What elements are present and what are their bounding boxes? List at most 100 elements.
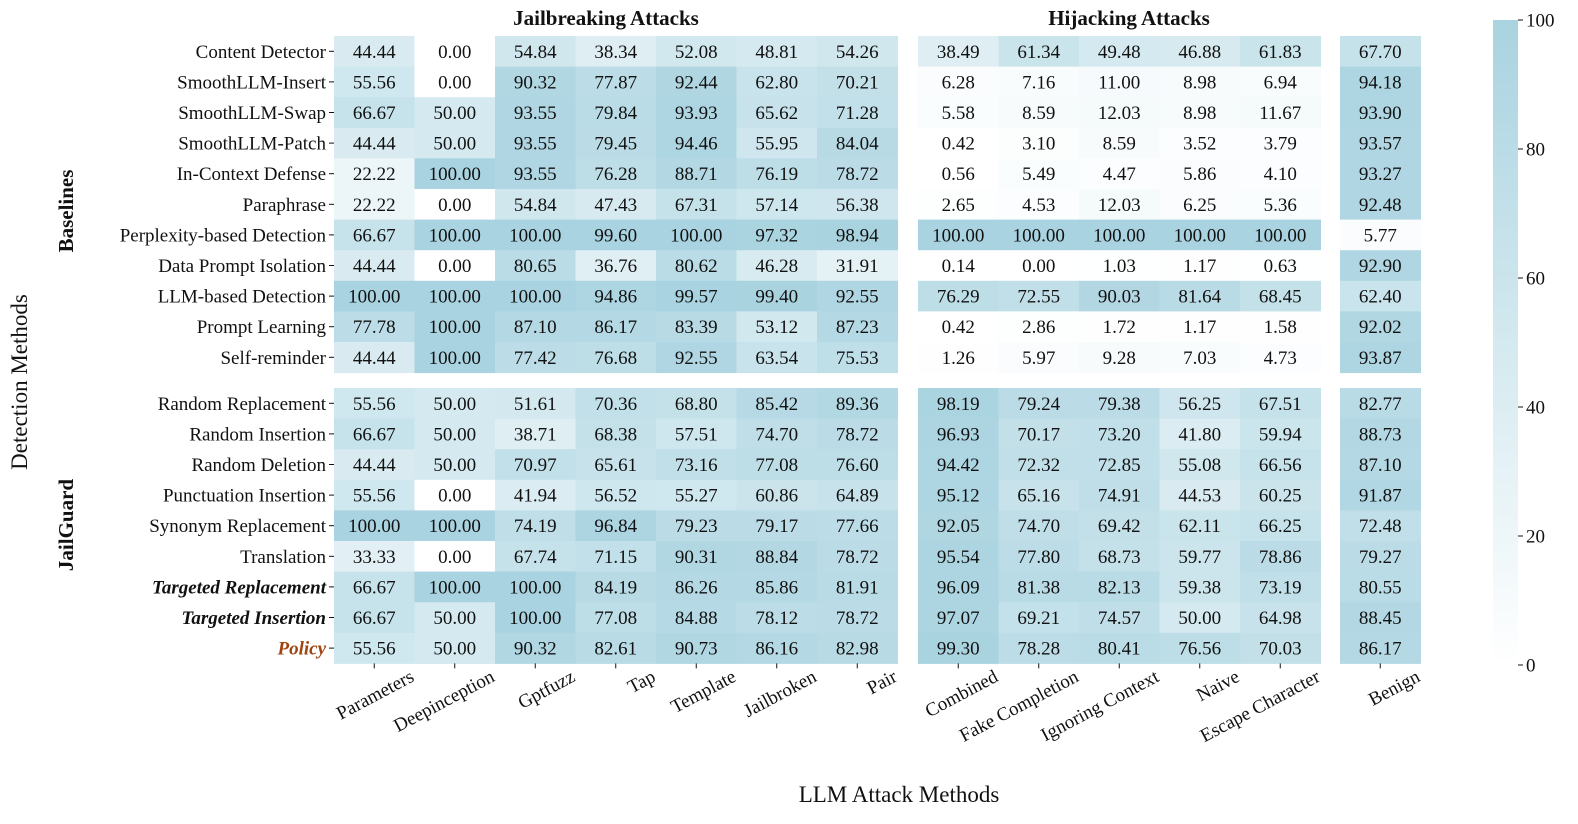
- colorbar-tick-label-40: 40: [1526, 398, 1545, 419]
- cell-targeted-replacement-escape-character: [1240, 571, 1321, 603]
- cell-value-data-prompt-isolation-jailbroken: 46.28: [755, 256, 798, 277]
- cell-punctuation-insertion-gptfuzz: [495, 479, 576, 511]
- cell-value-targeted-insertion-pair: 78.72: [836, 608, 879, 629]
- cell-value-prompt-learning-parameters: 77.78: [353, 317, 396, 338]
- cell-data-prompt-isolation-fake-completion: [998, 250, 1080, 282]
- cell-value-data-prompt-isolation-combined: 0.14: [942, 256, 976, 277]
- cell-smoothllm-patch-gptfuzz: [495, 127, 576, 159]
- cell-random-deletion-fake-completion: [998, 449, 1080, 481]
- cell-random-deletion-gptfuzz: [495, 449, 576, 481]
- cell-value-smoothllm-patch-escape-character: 3.79: [1264, 134, 1297, 155]
- cell-value-in-context-defense-ignoring-context: 4.47: [1103, 164, 1136, 185]
- cell-value-smoothllm-insert-tap: 77.87: [594, 72, 637, 93]
- cell-targeted-insertion-ignoring-context: [1079, 602, 1160, 634]
- cell-value-prompt-learning-template: 83.39: [675, 317, 718, 338]
- cell-policy-naive: [1159, 632, 1241, 664]
- cell-llm-based-detection-ignoring-context: [1079, 280, 1160, 312]
- cell-value-targeted-replacement-jailbroken: 85.86: [755, 577, 798, 598]
- cell-value-self-reminder-deepinception: 100.00: [429, 348, 481, 369]
- cell-smoothllm-insert-escape-character: [1240, 66, 1321, 98]
- cell-smoothllm-swap-parameters: [334, 97, 415, 129]
- cell-value-translation-gptfuzz: 67.74: [514, 547, 557, 568]
- cell-data-prompt-isolation-benign: [1340, 250, 1421, 282]
- cell-self-reminder-naive: [1159, 342, 1241, 374]
- cell-value-paraphrase-jailbroken: 57.14: [755, 195, 798, 216]
- cell-targeted-insertion-template: [656, 602, 737, 634]
- cell-translation-benign: [1340, 541, 1421, 573]
- cell-value-random-insertion-parameters: 66.67: [353, 424, 396, 445]
- cell-value-paraphrase-tap: 47.43: [594, 195, 637, 216]
- cell-perplexity-based-detection-escape-character: [1240, 219, 1321, 251]
- cell-data-prompt-isolation-jailbroken: [736, 250, 818, 282]
- cell-content-detector-parameters: [334, 36, 415, 68]
- cell-llm-based-detection-combined: [918, 280, 999, 312]
- cell-value-translation-jailbroken: 88.84: [755, 547, 798, 568]
- cell-perplexity-based-detection-combined: [918, 219, 999, 251]
- cell-smoothllm-swap-deepinception: [414, 97, 496, 129]
- cell-value-smoothllm-swap-ignoring-context: 12.03: [1098, 103, 1141, 124]
- cell-paraphrase-parameters: [334, 189, 415, 221]
- cell-value-policy-escape-character: 70.03: [1259, 639, 1302, 660]
- cell-targeted-replacement-benign: [1340, 571, 1421, 603]
- cell-self-reminder-fake-completion: [998, 342, 1080, 374]
- cell-value-in-context-defense-benign: 93.27: [1359, 164, 1402, 185]
- cell-value-synonym-replacement-escape-character: 66.25: [1259, 516, 1302, 537]
- col-label-jailbroken: Jailbroken: [740, 666, 820, 722]
- cell-paraphrase-pair: [817, 189, 898, 221]
- cell-value-random-insertion-benign: 88.73: [1359, 424, 1402, 445]
- cell-translation-jailbroken: [736, 541, 818, 573]
- cell-random-deletion-naive: [1159, 449, 1241, 481]
- cell-value-smoothllm-swap-deepinception: 50.00: [433, 103, 476, 124]
- cell-random-replacement-gptfuzz: [495, 388, 576, 420]
- cell-value-policy-gptfuzz: 90.32: [514, 639, 557, 660]
- cell-value-punctuation-insertion-parameters: 55.56: [353, 486, 396, 507]
- cell-value-perplexity-based-detection-parameters: 66.67: [353, 225, 396, 246]
- cell-value-in-context-defense-fake-completion: 5.49: [1022, 164, 1055, 185]
- cell-value-targeted-replacement-deepinception: 100.00: [429, 577, 481, 598]
- cell-value-prompt-learning-benign: 92.02: [1359, 317, 1402, 338]
- cell-llm-based-detection-naive: [1159, 280, 1241, 312]
- cell-value-random-replacement-benign: 82.77: [1359, 394, 1402, 415]
- cell-llm-based-detection-template: [656, 280, 737, 312]
- cell-smoothllm-insert-tap: [575, 66, 657, 98]
- cell-value-translation-template: 90.31: [675, 547, 718, 568]
- cell-value-paraphrase-gptfuzz: 54.84: [514, 195, 557, 216]
- cell-value-data-prompt-isolation-pair: 31.91: [836, 256, 879, 277]
- cell-prompt-learning-benign: [1340, 311, 1421, 343]
- cell-perplexity-based-detection-deepinception: [414, 219, 496, 251]
- cell-targeted-replacement-tap: [575, 571, 657, 603]
- cell-paraphrase-tap: [575, 189, 657, 221]
- cell-value-random-replacement-ignoring-context: 79.38: [1098, 394, 1141, 415]
- cell-value-self-reminder-template: 92.55: [675, 348, 718, 369]
- col-label-tap: Tap: [624, 666, 659, 698]
- cell-value-self-reminder-jailbroken: 63.54: [755, 348, 798, 369]
- cell-value-targeted-replacement-benign: 80.55: [1359, 577, 1402, 598]
- cell-policy-combined: [918, 632, 999, 664]
- cell-translation-naive: [1159, 541, 1241, 573]
- cell-paraphrase-gptfuzz: [495, 189, 576, 221]
- cell-value-targeted-replacement-pair: 81.91: [836, 577, 879, 598]
- cell-random-insertion-parameters: [334, 418, 415, 450]
- cell-value-random-replacement-gptfuzz: 51.61: [514, 394, 557, 415]
- cell-value-random-replacement-escape-character: 67.51: [1259, 394, 1302, 415]
- row-label-translation: Translation: [240, 547, 326, 568]
- cell-value-smoothllm-patch-fake-completion: 3.10: [1022, 134, 1055, 155]
- cell-value-prompt-learning-naive: 1.17: [1183, 317, 1216, 338]
- cell-random-replacement-benign: [1340, 388, 1421, 420]
- cell-punctuation-insertion-benign: [1340, 479, 1421, 511]
- cell-value-random-deletion-benign: 87.10: [1359, 455, 1402, 476]
- cell-synonym-replacement-template: [656, 510, 737, 542]
- cell-value-targeted-insertion-template: 84.88: [675, 608, 718, 629]
- cell-value-smoothllm-patch-jailbroken: 55.95: [755, 134, 798, 155]
- cell-prompt-learning-fake-completion: [998, 311, 1080, 343]
- cell-value-content-detector-combined: 38.49: [937, 42, 980, 63]
- row-label-content-detector: Content Detector: [196, 42, 327, 63]
- cell-targeted-insertion-gptfuzz: [495, 602, 576, 634]
- cell-value-translation-pair: 78.72: [836, 547, 879, 568]
- cell-self-reminder-combined: [918, 342, 999, 374]
- cell-smoothllm-patch-parameters: [334, 127, 415, 159]
- cell-value-data-prompt-isolation-tap: 36.76: [594, 256, 637, 277]
- cell-value-policy-fake-completion: 78.28: [1017, 639, 1060, 660]
- cell-value-data-prompt-isolation-escape-character: 0.63: [1264, 256, 1297, 277]
- cell-value-targeted-replacement-combined: 96.09: [937, 577, 980, 598]
